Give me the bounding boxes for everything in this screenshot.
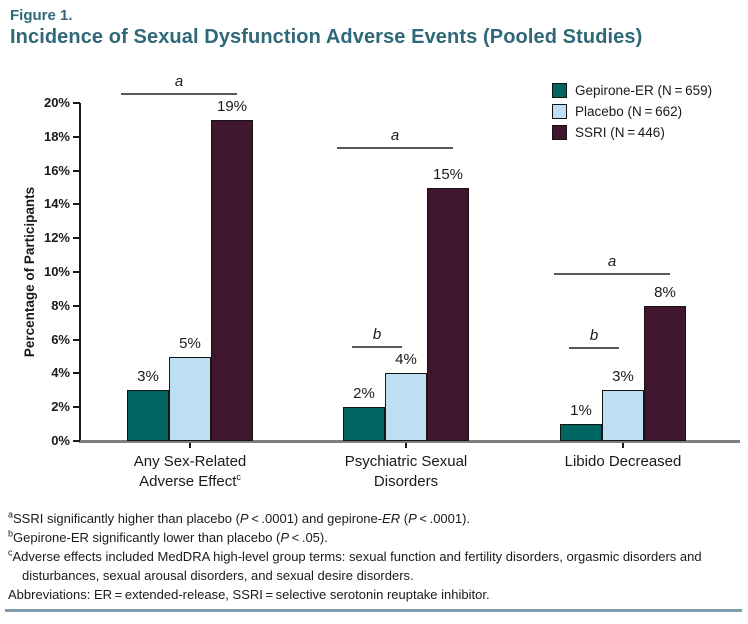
footnote: Abbreviations: ER = extended-release, SS… [8,587,490,602]
y-tick-label: 16% [43,162,70,178]
bar [560,424,602,441]
y-tick-mark [73,304,80,307]
bar [211,119,253,441]
significance-letter: a [390,126,400,144]
significance-letter: b [589,326,599,344]
y-tick-label: 14% [43,196,70,212]
significance-line [121,92,237,95]
bar-value-label: 5% [179,334,201,352]
legend-item: Placebo (N = 662) [552,101,712,122]
y-tick-label: 2% [51,399,70,415]
footnote: aSSRI significantly higher than placebo … [8,509,471,526]
category-label-line: Disorders [373,473,439,490]
significance-line [554,273,670,276]
bar [127,390,169,441]
legend-item-label: Placebo (N = 662) [575,104,683,119]
y-tick-label: 6% [51,331,70,347]
significance-line [352,346,402,349]
footnotes: aSSRI significantly higher than placebo … [8,509,702,604]
legend-item: SSRI (N = 446) [552,122,712,143]
y-tick-mark [73,169,80,172]
bar [427,187,469,441]
bar [644,305,686,441]
x-tick-mark [189,443,191,448]
bar-value-label: 15% [432,165,464,183]
bar-value-label: 8% [654,283,676,301]
bar [385,373,427,441]
legend-swatch [552,125,567,140]
figure-label: Figure 1. [10,7,73,24]
y-tick-mark [73,203,80,206]
bottom-rule [5,609,742,612]
y-tick-mark [73,372,80,375]
category-label-line: Libido Decreased [564,453,682,470]
legend-item-label: SSRI (N = 446) [575,125,665,140]
significance-letter: a [607,253,617,271]
y-tick-mark [73,338,80,341]
y-tick-label: 12% [43,230,70,246]
bar [602,390,644,441]
footnote: cAdverse effects included MedDRA high-le… [8,547,702,564]
bar-value-label: 3% [137,368,159,386]
legend-swatch [552,83,567,98]
y-tick-label: 8% [51,297,70,313]
legend-item: Gepirone-ER (N = 659) [552,80,712,101]
y-tick-mark [73,135,80,138]
y-tick-label: 20% [43,95,70,110]
y-tick-label: 18% [43,128,70,144]
y-tick-label: 0% [51,433,70,448]
footnote: bGepirone-ER significantly lower than pl… [8,528,328,545]
bar [343,407,385,441]
legend-item-label: Gepirone-ER (N = 659) [575,83,713,98]
category-label: Psychiatric Sexual Disorders [296,452,516,492]
y-tick-label: 10% [43,264,70,279]
significance-letter: a [174,72,184,90]
bar-value-label: 1% [570,402,592,420]
category-label-line: Adverse Effectc [139,472,241,491]
bar-value-label: 3% [612,368,634,386]
x-tick-mark [405,443,407,448]
significance-line [337,146,453,149]
y-tick-label: 4% [51,365,70,381]
category-label: Any Sex-Related Adverse Effectc [80,452,300,492]
x-tick-mark [622,443,624,448]
y-tick-mark [73,406,80,409]
category-label-line: Psychiatric Sexual [344,453,468,470]
category-label-line: Any Sex-Related [133,453,247,470]
footnote: disturbances, sexual arousal disorders, … [22,568,414,583]
y-tick-mark [73,440,80,442]
significance-line [569,346,619,349]
x-axis-line [79,440,740,443]
bar-value-label: 2% [353,385,375,403]
bar-value-label: 4% [395,351,417,369]
legend-swatch [552,104,567,119]
y-tick-mark [73,271,80,273]
y-tick-mark [73,237,80,240]
y-axis-line [79,103,81,442]
figure-title: Incidence of Sexual Dysfunction Adverse … [10,26,643,48]
category-label: Libido Decreased [513,452,733,472]
legend: Gepirone-ER (N = 659) Placebo (N = 662) SS… [552,80,712,143]
y-tick-mark [73,102,80,104]
bar [169,356,211,441]
significance-letter: b [372,326,382,344]
bar-value-label: 19% [216,97,248,115]
